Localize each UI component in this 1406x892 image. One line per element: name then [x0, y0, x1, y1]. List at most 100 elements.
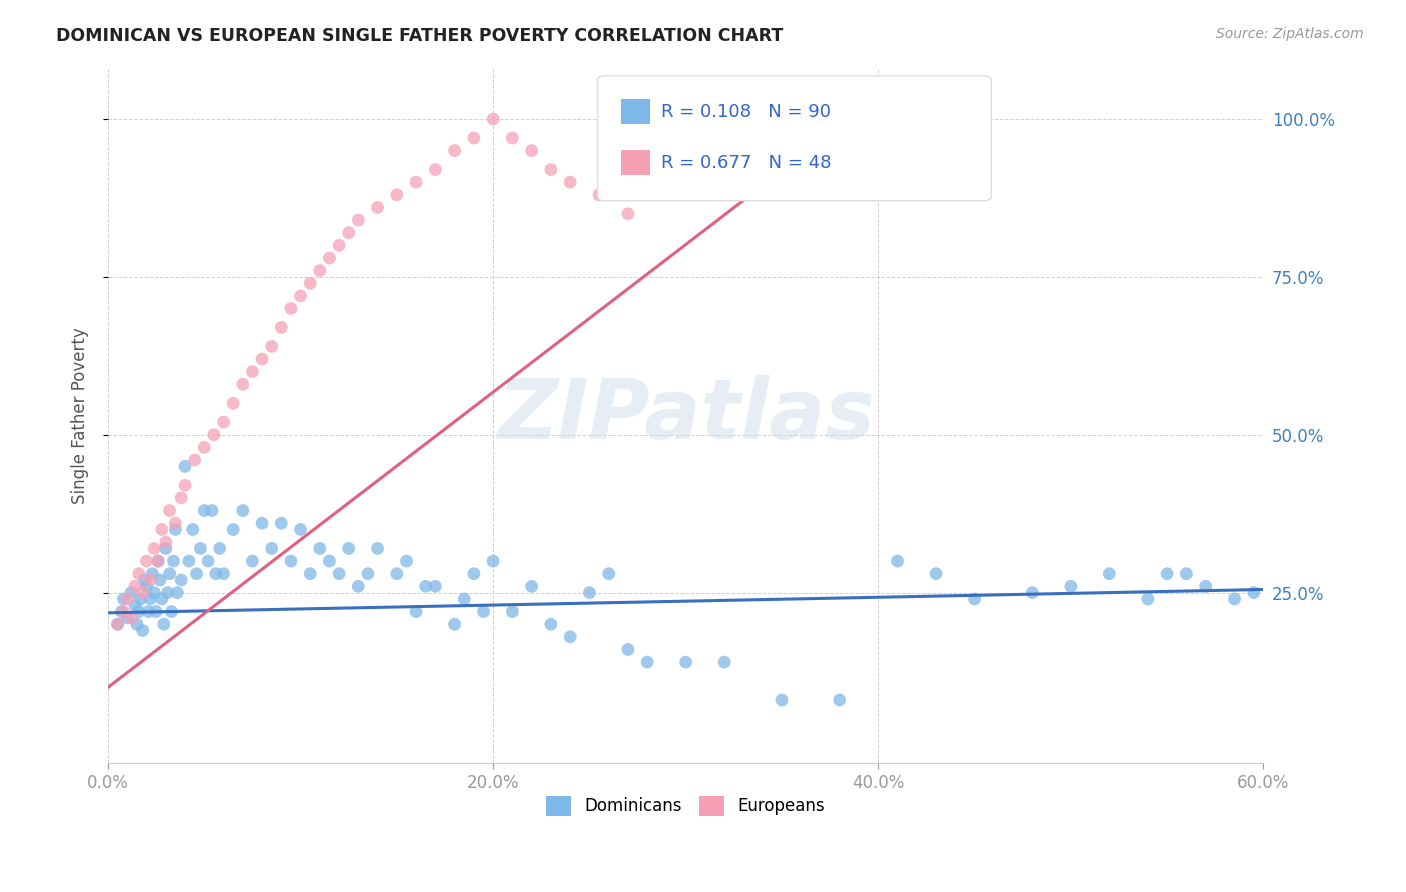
Point [270, 516, 292, 531]
Point [139, 573, 162, 587]
Point [405, 605, 427, 619]
Point [1175, 566, 1198, 581]
Point [318, 554, 340, 568]
Point [260, 339, 283, 353]
Point [463, 131, 485, 145]
Point [159, 566, 181, 581]
Point [560, 175, 582, 189]
Point [135, 554, 157, 568]
Point [1021, 585, 1043, 599]
Point [415, 579, 437, 593]
Point [120, 611, 142, 625]
Point [183, 453, 205, 467]
Point [1060, 579, 1083, 593]
Point [141, 566, 163, 581]
Point [337, 541, 360, 556]
Point [112, 605, 135, 619]
Point [170, 491, 193, 505]
Point [146, 554, 169, 568]
Point [232, 503, 254, 517]
Point [138, 605, 160, 619]
Point [290, 523, 312, 537]
Point [1156, 566, 1178, 581]
Point [347, 213, 370, 227]
Point [155, 541, 177, 556]
Point [212, 566, 235, 581]
Point [155, 535, 177, 549]
Point [598, 566, 620, 581]
Point [395, 554, 418, 568]
Point [828, 693, 851, 707]
Point [174, 459, 197, 474]
Point [250, 351, 273, 366]
Point [193, 503, 215, 517]
Text: R = 0.108   N = 90: R = 0.108 N = 90 [661, 103, 831, 120]
Point [174, 478, 197, 492]
Point [367, 201, 389, 215]
Point [463, 566, 485, 581]
Point [150, 591, 173, 606]
Point [131, 624, 153, 638]
Point [308, 541, 330, 556]
Point [107, 617, 129, 632]
Point [150, 523, 173, 537]
Y-axis label: Single Father Poverty: Single Father Poverty [72, 327, 89, 504]
Point [280, 554, 302, 568]
Point [347, 579, 370, 593]
Point [318, 251, 340, 265]
Point [197, 554, 219, 568]
Point [186, 566, 208, 581]
Point [242, 365, 264, 379]
Point [520, 579, 543, 593]
Point [135, 579, 157, 593]
Point [290, 289, 312, 303]
Point [299, 277, 322, 291]
Point [112, 591, 135, 606]
Point [260, 541, 283, 556]
Point [443, 144, 465, 158]
Point [405, 175, 427, 189]
Point [443, 617, 465, 632]
Point [125, 617, 148, 632]
Point [128, 566, 150, 581]
Point [636, 655, 658, 669]
Point [1195, 579, 1218, 593]
Text: R = 0.677   N = 48: R = 0.677 N = 48 [661, 154, 831, 172]
Point [145, 605, 167, 619]
Point [139, 591, 162, 606]
Point [578, 585, 600, 599]
Point [453, 591, 475, 606]
Point [770, 693, 793, 707]
Point [328, 238, 350, 252]
Point [675, 655, 697, 669]
Point [425, 579, 447, 593]
Point [232, 377, 254, 392]
Point [159, 503, 181, 517]
Point [540, 162, 562, 177]
Point [143, 541, 166, 556]
Point [1223, 591, 1246, 606]
Point [482, 554, 505, 568]
Point [501, 605, 523, 619]
Point [963, 591, 986, 606]
Point [588, 187, 610, 202]
Point [1136, 591, 1159, 606]
Point [222, 523, 245, 537]
Point [205, 566, 228, 581]
Point [385, 566, 408, 581]
Point [165, 516, 187, 531]
Point [190, 541, 212, 556]
Point [149, 573, 172, 587]
Point [299, 566, 322, 581]
Point [193, 441, 215, 455]
Point [166, 585, 188, 599]
Point [560, 630, 582, 644]
Point [134, 573, 156, 587]
Point [308, 263, 330, 277]
Point [208, 541, 231, 556]
Point [110, 605, 132, 619]
Point [128, 605, 150, 619]
Point [156, 585, 179, 599]
Point [385, 187, 408, 202]
Point [520, 144, 543, 158]
